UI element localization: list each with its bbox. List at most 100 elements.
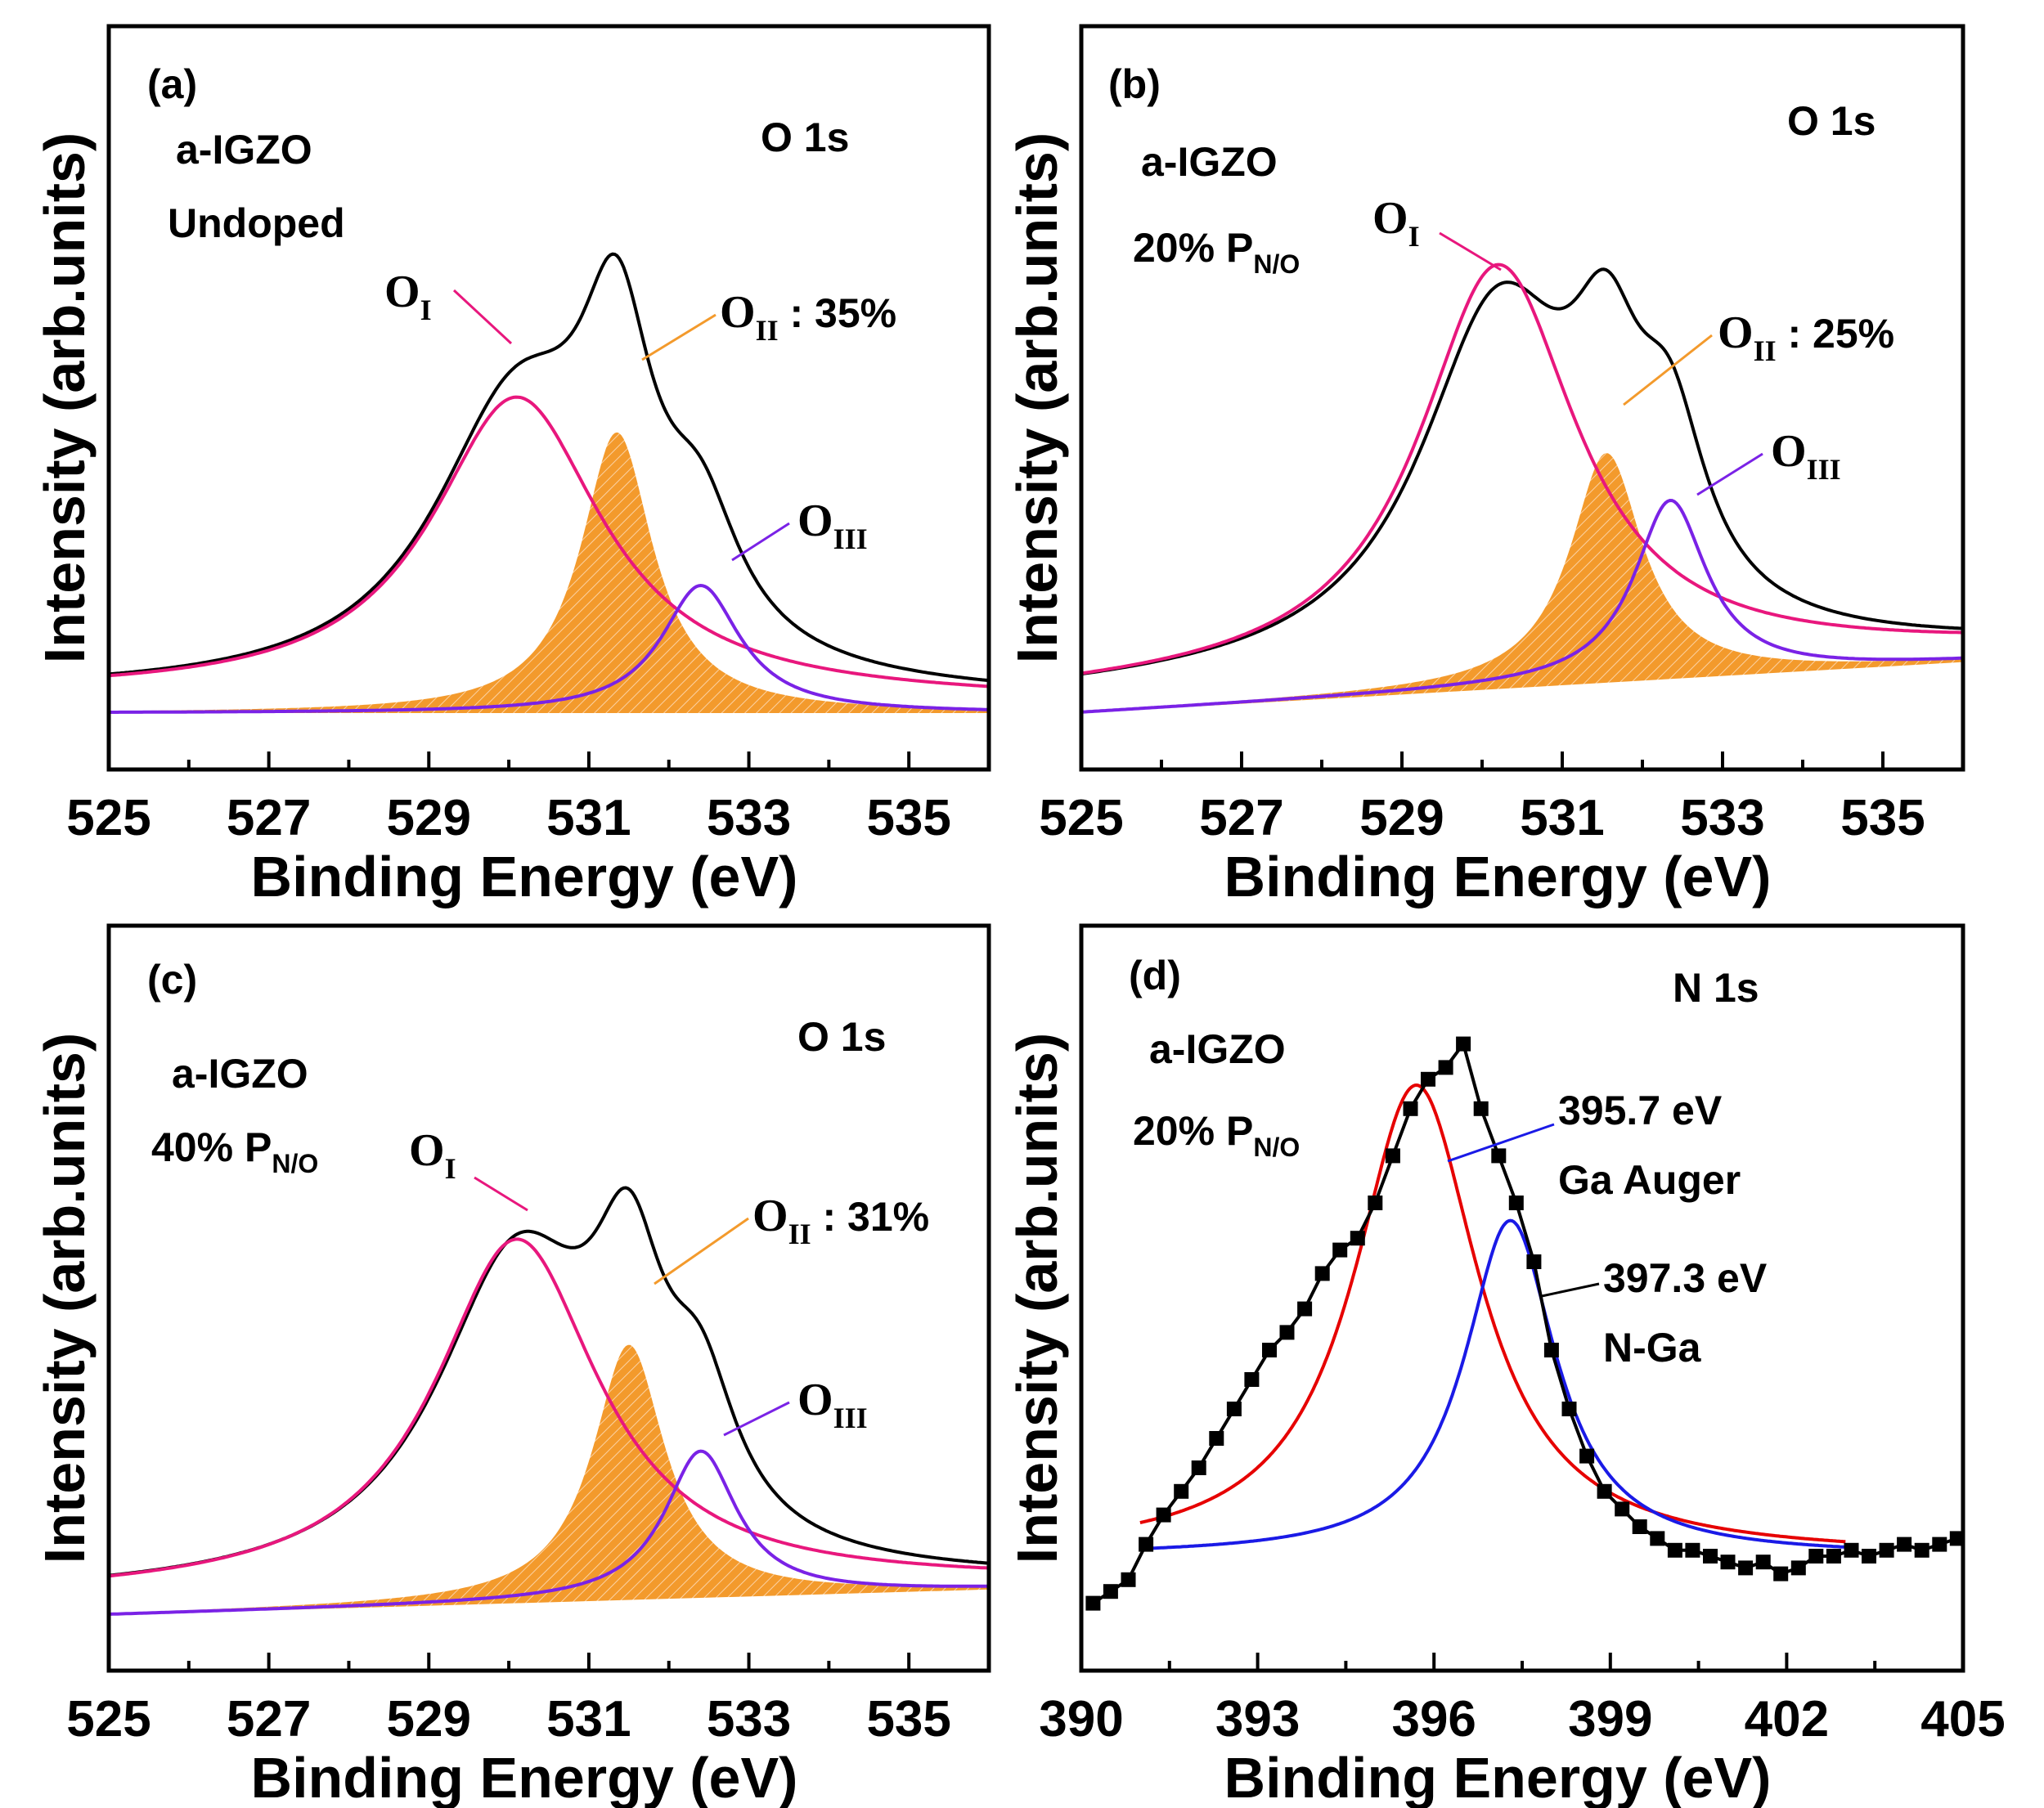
data-point xyxy=(1703,1549,1718,1563)
x-tick-label: 529 xyxy=(1359,790,1444,846)
peak-label: OII : 35% xyxy=(720,287,896,347)
peak-leader-line xyxy=(1696,452,1763,496)
x-tick-label: 529 xyxy=(387,1691,471,1747)
x-tick-label: 390 xyxy=(1039,1691,1123,1747)
data-point xyxy=(1949,1531,1965,1546)
data-point xyxy=(1403,1101,1418,1116)
data-point xyxy=(1790,1560,1806,1576)
series-group xyxy=(108,1186,990,1616)
series-line-o-i xyxy=(108,1237,990,1578)
peak-label: OII : 25% xyxy=(1718,307,1894,367)
data-point xyxy=(1244,1372,1260,1387)
series-line-o-i xyxy=(1080,262,1963,675)
sample-name: a-IGZO xyxy=(1149,1026,1286,1072)
series-line-o-iii xyxy=(1080,498,1963,714)
data-point xyxy=(1209,1431,1224,1446)
x-axis-label: Binding Energy (eV) xyxy=(1224,845,1772,908)
data-point xyxy=(1914,1542,1929,1558)
data-point xyxy=(1174,1483,1189,1499)
data-point xyxy=(1844,1542,1859,1558)
peak-assignment-label: Ga Auger xyxy=(1558,1157,1741,1203)
peak-label: OIII xyxy=(1771,426,1841,486)
data-point xyxy=(1808,1549,1824,1563)
data-point xyxy=(1491,1148,1507,1164)
x-tick-label: 525 xyxy=(1039,790,1123,846)
core-level-label: N 1s xyxy=(1673,965,1759,1011)
peak-assignment-label: N-Ga xyxy=(1603,1325,1702,1371)
panel-d: 390 393 396 399 402 405 Binding Energy (eV) Int… xyxy=(1005,923,2006,1808)
data-point xyxy=(1085,1595,1101,1611)
data-point xyxy=(1826,1549,1841,1563)
data-point xyxy=(1738,1560,1754,1576)
series-line-n-ga-fit xyxy=(1139,1218,1846,1550)
data-point xyxy=(1456,1036,1471,1052)
data-points xyxy=(1085,1036,1965,1611)
data-point xyxy=(1561,1402,1577,1416)
data-point xyxy=(1615,1501,1630,1517)
peak-label: OI xyxy=(409,1125,456,1185)
data-point xyxy=(1279,1325,1295,1340)
peak-leader-line xyxy=(641,313,717,361)
plot-frame xyxy=(106,24,991,772)
data-point xyxy=(1508,1196,1524,1210)
data-point xyxy=(1368,1196,1383,1210)
core-level-label: O 1s xyxy=(797,1014,886,1060)
panel-c: 525 527 529 531 533 535 Binding Energy (eV) Int… xyxy=(33,923,991,1808)
x-tick-label: 531 xyxy=(1520,790,1604,846)
sample-condition: Undoped xyxy=(168,200,345,246)
data-point xyxy=(1543,1343,1559,1357)
data-point xyxy=(1191,1460,1206,1475)
peak-energy-label: 397.3 eV xyxy=(1603,1255,1768,1301)
x-tick-label: 399 xyxy=(1568,1691,1652,1747)
peak-leader-line xyxy=(1447,1123,1555,1163)
series-line-envelope xyxy=(108,1186,990,1577)
y-axis-label: Intensity (arb.units) xyxy=(1005,1033,1069,1563)
x-tick-label: 533 xyxy=(1680,790,1764,846)
peak-leader-line xyxy=(723,1401,790,1437)
peak-label: OIII xyxy=(797,496,868,555)
data-point xyxy=(1632,1519,1647,1534)
x-tick-label: 527 xyxy=(1199,790,1283,846)
x-tick-label: 533 xyxy=(707,1691,791,1747)
x-tick-label: 405 xyxy=(1920,1691,2005,1747)
x-axis-label: Binding Energy (eV) xyxy=(251,845,798,908)
sample-condition: 20% PN/O xyxy=(1133,225,1300,279)
series-line-o-i xyxy=(108,395,990,689)
peak-leader-line xyxy=(1541,1282,1600,1298)
data-point xyxy=(1350,1231,1365,1246)
x-tick-label: 535 xyxy=(866,1691,950,1747)
series-group xyxy=(1139,1083,1846,1550)
data-point xyxy=(1473,1101,1489,1116)
panel-label: (b) xyxy=(1108,61,1161,107)
data-point xyxy=(1526,1254,1542,1269)
series-fill-o-ii xyxy=(109,1344,989,1615)
data-point xyxy=(1755,1555,1771,1570)
series-group xyxy=(1080,262,1964,714)
data-point xyxy=(1650,1531,1665,1546)
peak-leader-line xyxy=(474,1176,528,1212)
peak-leader-line xyxy=(1623,334,1713,406)
peak-leader-line xyxy=(1439,231,1502,271)
data-point xyxy=(1156,1507,1171,1523)
y-axis-label: Intensity (arb.units) xyxy=(33,132,97,663)
data-point xyxy=(1932,1537,1947,1552)
series-group xyxy=(108,252,990,714)
x-tick-label: 529 xyxy=(387,790,471,846)
sample-condition: 40% PN/O xyxy=(151,1124,318,1178)
peak-label: OII : 31% xyxy=(752,1191,929,1250)
x-tick-label: 402 xyxy=(1745,1691,1829,1747)
peak-label: OIII xyxy=(797,1375,868,1434)
x-axis-label: Binding Energy (eV) xyxy=(1224,1746,1772,1808)
sample-condition: 20% PN/O xyxy=(1133,1108,1300,1162)
panel-a: 525 527 529 531 533 535 Binding Energy (eV) Int… xyxy=(33,24,991,908)
series-fill-o-ii xyxy=(1081,453,1963,713)
sample-name: a-IGZO xyxy=(1141,139,1278,185)
data-point xyxy=(1438,1060,1453,1075)
x-axis-label: Binding Energy (eV) xyxy=(251,1746,798,1808)
panel-label: (d) xyxy=(1129,953,1181,998)
data-point xyxy=(1332,1242,1348,1258)
series-line-o-iii xyxy=(109,583,990,714)
data-point xyxy=(1773,1566,1789,1581)
sample-name: a-IGZO xyxy=(172,1051,308,1097)
